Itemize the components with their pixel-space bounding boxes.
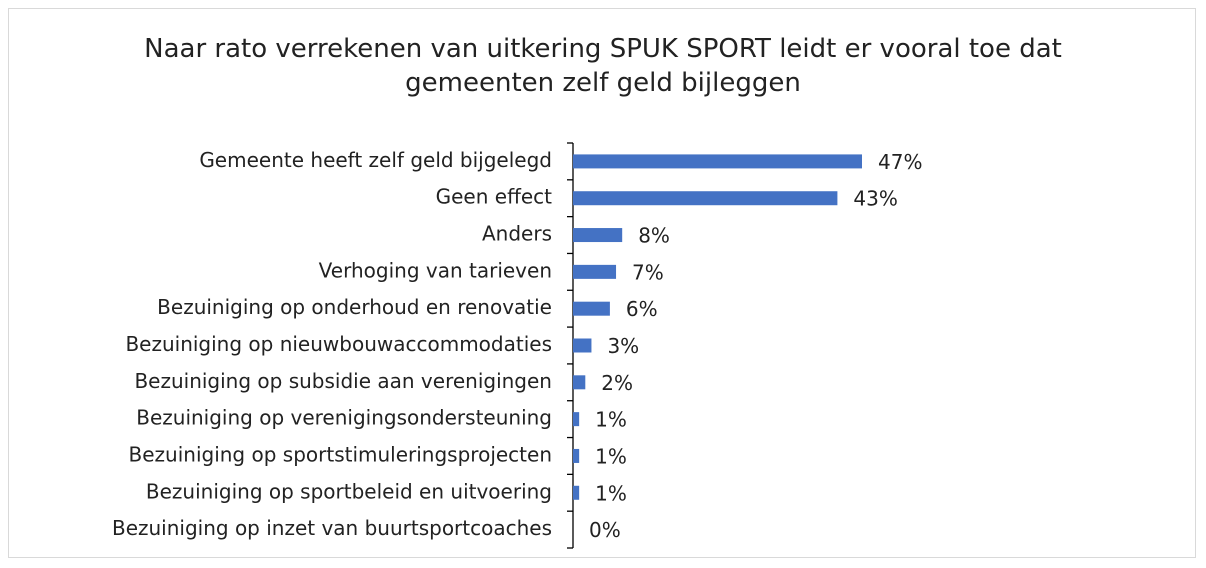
value-label: 8% <box>638 224 670 248</box>
value-label: 47% <box>878 150 922 174</box>
category-label: Bezuiniging op sportbeleid en uitvoering <box>146 479 552 503</box>
category-label: Geen effect <box>436 185 553 209</box>
value-label: 43% <box>853 187 897 211</box>
category-label: Bezuiniging op onderhoud en renovatie <box>157 295 552 319</box>
category-label: Bezuiniging op verenigingsondersteuning <box>136 406 552 430</box>
category-label: Bezuiniging op sportstimuleringsprojecte… <box>129 442 552 466</box>
value-label: 1% <box>595 408 627 432</box>
value-label: 6% <box>626 297 658 321</box>
category-label: Bezuiniging op subsidie aan verenigingen <box>134 369 552 393</box>
category-label: Bezuiniging op inzet van buurtsportcoach… <box>112 516 552 540</box>
bar <box>573 154 862 169</box>
category-label: Anders <box>482 222 552 246</box>
chart-title: Naar rato verrekenen van uitkering SPUK … <box>144 34 1062 98</box>
bar <box>573 301 610 316</box>
chart-border <box>8 8 1196 558</box>
bar <box>573 412 580 427</box>
bar <box>573 228 623 243</box>
bar <box>573 448 580 463</box>
bar <box>573 191 838 206</box>
value-label: 1% <box>595 481 627 505</box>
bar <box>573 264 617 279</box>
value-label: 2% <box>601 371 633 395</box>
bar <box>573 375 586 390</box>
value-label: 7% <box>632 260 664 284</box>
value-label: 3% <box>607 334 639 358</box>
bar <box>573 338 592 353</box>
value-label: 1% <box>595 444 627 468</box>
bar <box>573 485 580 500</box>
value-label: 0% <box>589 518 621 542</box>
category-label: Gemeente heeft zelf geld bijgelegd <box>199 148 552 172</box>
category-label: Bezuiniging op nieuwbouwaccommodaties <box>125 332 552 356</box>
category-label: Verhoging van tarieven <box>319 258 552 282</box>
